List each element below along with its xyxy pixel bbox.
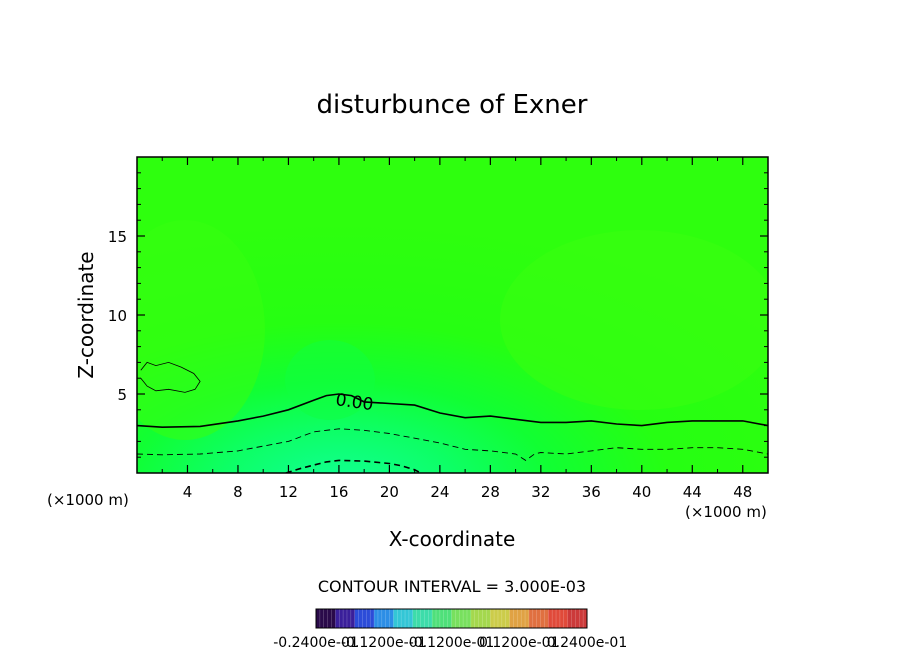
field-band-upper-right: [500, 230, 768, 410]
contour-interval-label: CONTOUR INTERVAL = 3.000E-03: [318, 577, 586, 596]
y-tick-label: 5: [117, 386, 127, 404]
x-unit-right: (×1000 m): [685, 503, 767, 521]
colorbar-swatch: [412, 609, 433, 628]
colorbar-swatch: [451, 609, 472, 628]
x-tick-label: 8: [233, 483, 243, 501]
colorbar-swatch: [528, 609, 549, 628]
x-tick-label: 32: [531, 483, 550, 501]
contour-lines: [137, 361, 768, 473]
y-tick-label: 15: [108, 228, 127, 246]
colorbar-frame: [315, 608, 588, 629]
colorbar-tick-label: -0.1200e-01: [341, 635, 427, 651]
colorbar-swatch: [567, 609, 588, 628]
y-tick-label: 10: [108, 307, 127, 325]
colorbar-swatch: [509, 609, 530, 628]
x-tick-label: 40: [632, 483, 651, 501]
chart-title: disturbunce of Exner: [317, 90, 588, 120]
colorbar-swatch: [335, 609, 356, 628]
field-band-upper-left: [137, 220, 265, 440]
colorbar-swatch: [354, 609, 375, 628]
colorbar-swatch: [393, 609, 414, 628]
x-tick-label: 36: [582, 483, 601, 501]
colorbar-swatch: [470, 609, 491, 628]
contour-line-0: [137, 393, 768, 429]
x-tick-label: 16: [329, 483, 348, 501]
colorbar-tick-label: -0.2400e-01: [273, 635, 359, 651]
contour-line-3: [140, 361, 201, 393]
x-tick-label: 4: [183, 483, 193, 501]
colorbar-swatch: [548, 609, 569, 628]
colorbar-tick-label: 0.2400e-01: [547, 635, 627, 651]
colorbar-swatch: [490, 609, 511, 628]
x-tick-label: 20: [380, 483, 399, 501]
y-axis-ticks: 5 10 15: [108, 172, 768, 458]
x-tick-label: 12: [279, 483, 298, 501]
field-band-mid: [285, 340, 375, 420]
colorbar-swatch: [374, 609, 394, 628]
colorbar: [315, 609, 588, 628]
contour-line-1: [137, 428, 768, 461]
y-axis-label: Z-coordinate: [74, 251, 98, 378]
contour-field: [137, 157, 768, 473]
colorbar-swatch: [432, 609, 452, 628]
x-axis-label: X-coordinate: [389, 527, 516, 551]
x-axis-ticks: 4 8 12 16 20 24 28 32 36 40 44 48: [161, 157, 752, 501]
colorbar-swatch: [316, 609, 336, 628]
colorbar-labels: -0.2400e-01-0.1200e-01-0.1200e-010.1200e…: [273, 635, 627, 651]
x-tick-label: 24: [430, 483, 449, 501]
contour-line-2: [285, 459, 422, 473]
colorbar-tick-label: 0.1200e-01: [479, 635, 559, 651]
x-tick-label: 28: [481, 483, 500, 501]
x-tick-label: 48: [733, 483, 752, 501]
colorbar-tick-label: -0.1200e-01: [409, 635, 495, 651]
x-tick-label: 44: [683, 483, 702, 501]
x-unit-left: (×1000 m): [47, 491, 129, 509]
